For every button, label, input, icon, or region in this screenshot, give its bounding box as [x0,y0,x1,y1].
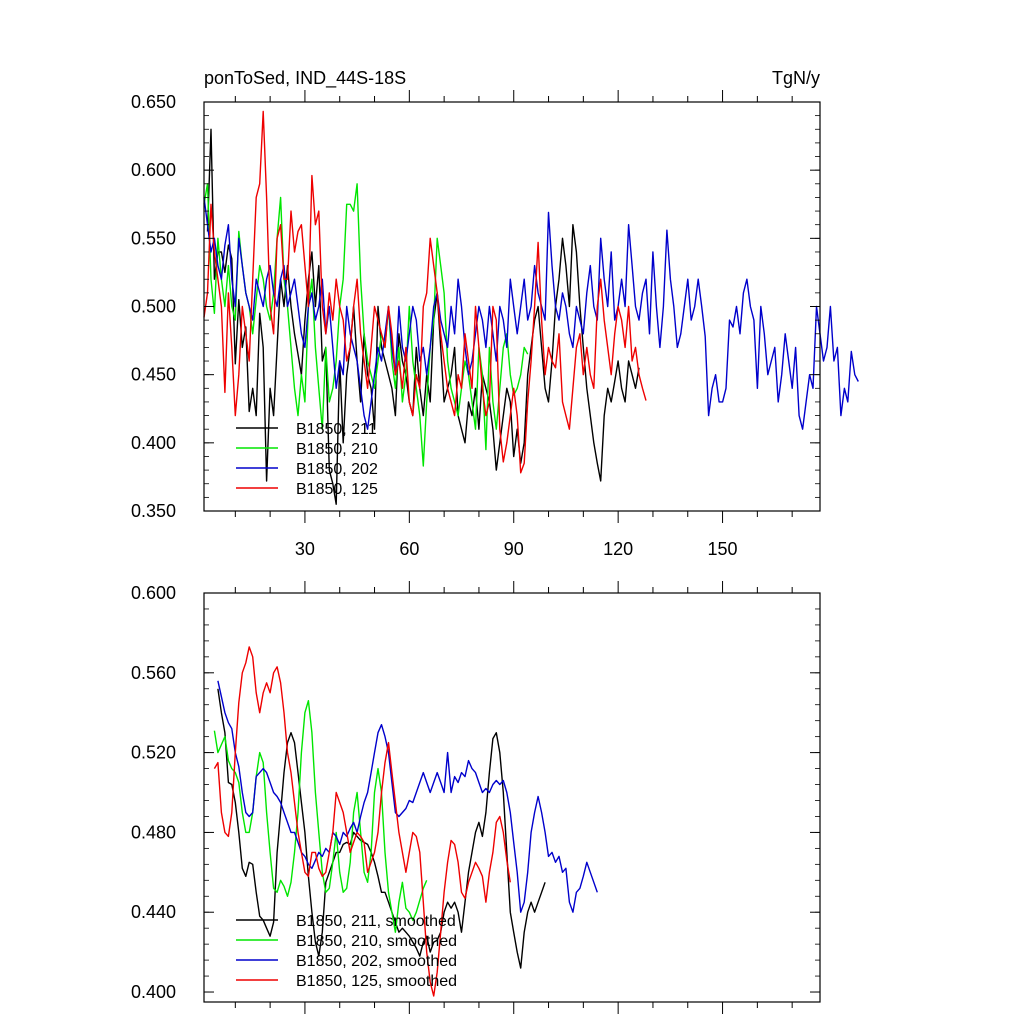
top-xtick-label: 120 [603,539,633,559]
bottom-series-line-3 [213,646,511,997]
top-plot-frame [203,101,821,512]
top-series-line-3 [203,110,647,474]
top-plot-units: TgN/y [772,68,820,88]
top-ytick-label: 0.450 [131,365,176,385]
top-ytick-label: 0.600 [131,160,176,180]
top-legend-label: B1850, 210 [296,441,378,458]
bottom-ytick-label: 0.440 [131,902,176,922]
bottom-plot-panel: 0.600 0.560 0.520 0.480 0.440 0.400 B1850, 21… [131,581,821,1014]
top-xtick-label: 30 [295,539,315,559]
bottom-ytick-label: 0.520 [131,743,176,763]
top-ytick-label: 0.400 [131,433,176,453]
top-series-line-2 [203,197,859,430]
bottom-series-line-2 [217,680,598,913]
bottom-plot-frame [203,592,821,1003]
top-ytick-label: 0.650 [131,92,176,112]
bottom-ytick-label: 0.480 [131,822,176,842]
top-ytick-label: 0.350 [131,501,176,521]
top-xtick-label: 90 [504,539,524,559]
top-plot-ticks: 0.650 0.600 0.550 0.500 0.450 0.400 0.350 30 60 9… [131,90,820,559]
top-series-line-0 [206,128,640,505]
top-plot-lines [203,110,859,505]
top-ytick-label: 0.550 [131,228,176,248]
bottom-plot-lines [213,646,598,997]
top-xtick-label: 60 [399,539,419,559]
top-plot-panel: ponToSed, IND_44S-18S TgN/y 0.6500.6000.… [131,68,859,559]
bottom-legend-label: B1850, 211, smoothed [296,913,456,930]
bottom-series-line-0 [217,688,546,969]
bottom-ytick-label: 0.600 [131,583,176,603]
bottom-plot-legend: B1850, 211, smoothed B1850, 210, smoothed… [236,913,457,990]
bottom-series-line-1 [213,700,428,933]
bottom-legend-label: B1850, 202, smoothed [296,953,457,970]
top-legend-label: B1850, 211 [296,421,377,438]
top-xtick-label: 150 [708,539,738,559]
top-legend-label: B1850, 202 [296,461,378,478]
bottom-plot-ticks: 0.600 0.560 0.520 0.480 0.440 0.400 [131,581,820,1014]
top-plot-legend: B1850, 211 B1850, 210 B1850, 202 B1850, 125 [236,421,378,498]
top-series-line-1 [203,183,529,467]
bottom-legend-label: B1850, 125, smoothed [296,973,457,990]
top-plot-title: ponToSed, IND_44S-18S [204,68,406,89]
bottom-ytick-label: 0.400 [131,982,176,1002]
top-ytick-label: 0.500 [131,297,176,317]
top-legend-label: B1850, 125 [296,481,378,498]
bottom-ytick-label: 0.560 [131,663,176,683]
bottom-legend-label: B1850, 210, smoothed [296,933,457,950]
